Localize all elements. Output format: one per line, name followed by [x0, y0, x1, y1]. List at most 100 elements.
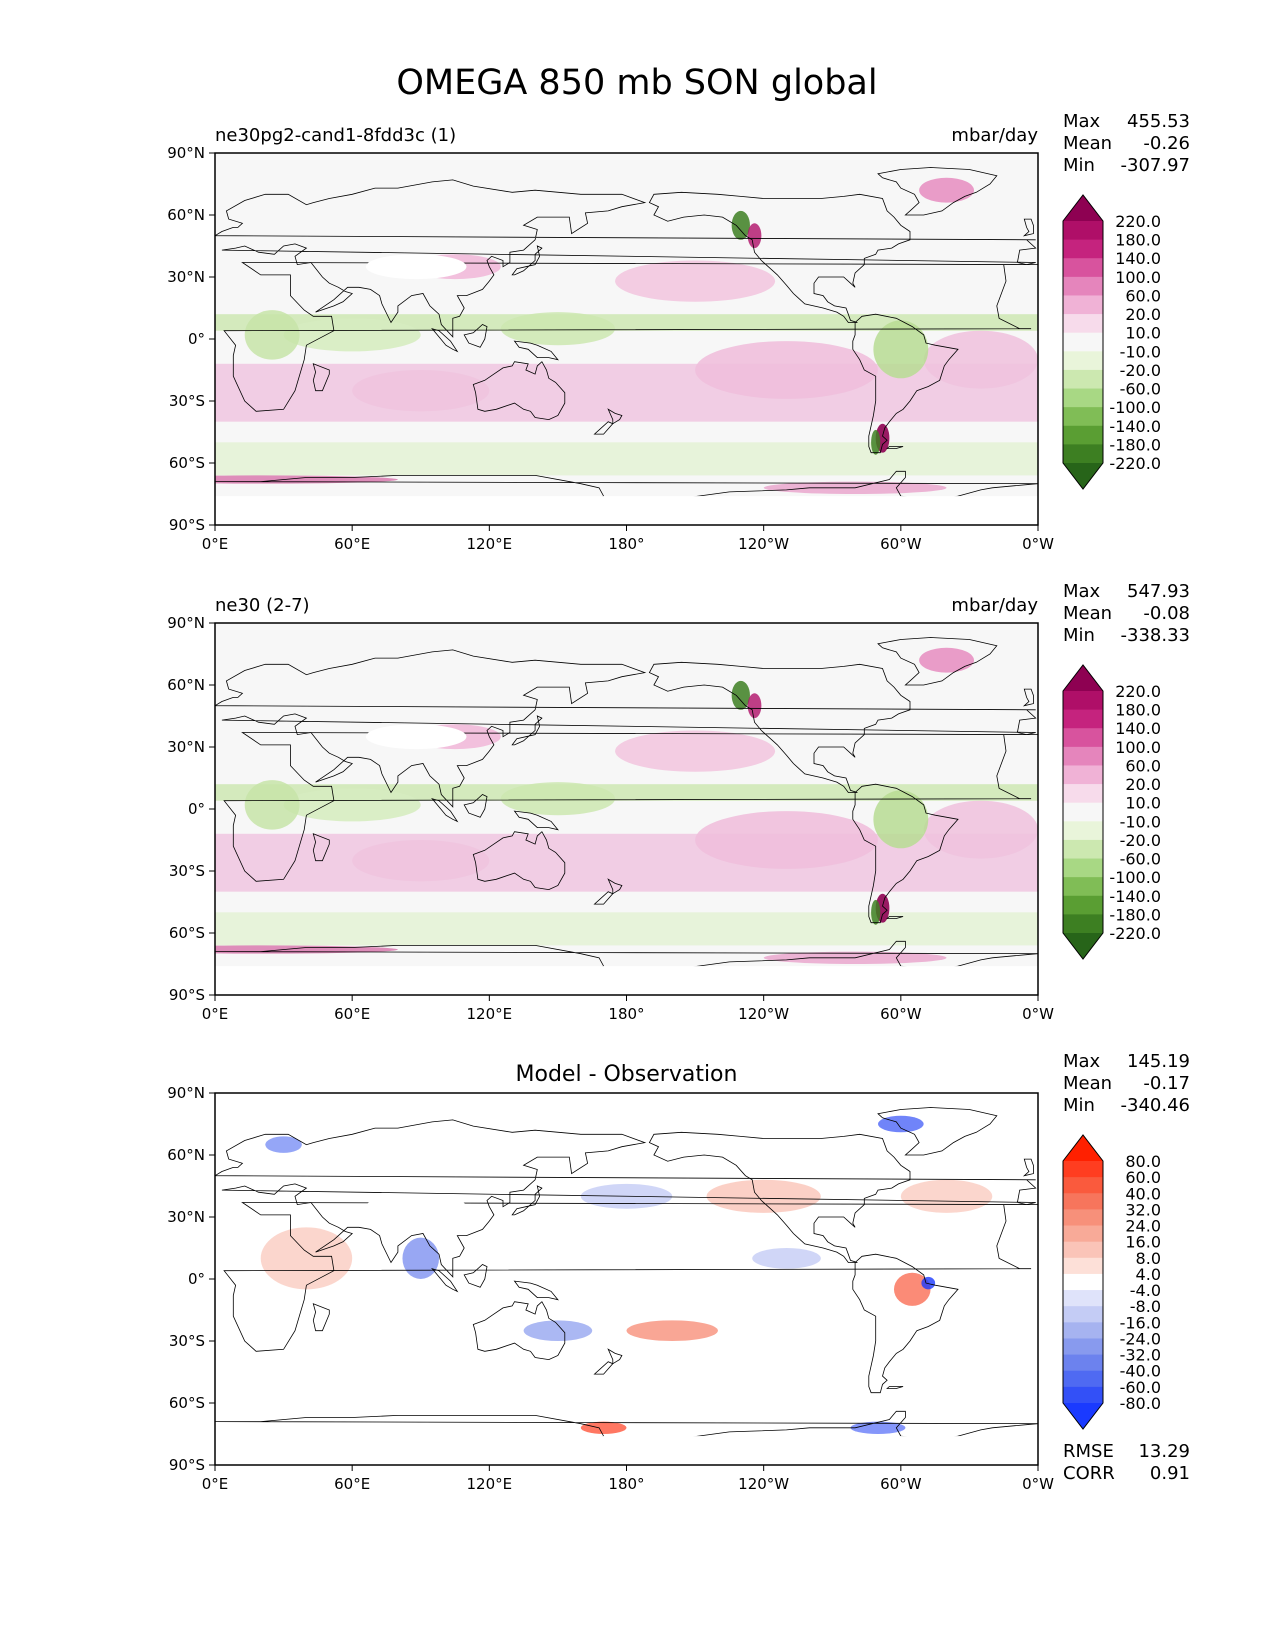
antarctic-edge-east — [215, 945, 398, 954]
colorbar-segment — [1063, 709, 1103, 729]
y-tick-label: 30°S — [169, 1332, 205, 1350]
panel-title-left: ne30pg2-cand1-8fdd3c (1) — [215, 125, 456, 146]
coastline — [215, 649, 1037, 808]
colorbar-segment — [1063, 784, 1103, 804]
colorbar-tick-label: -60.0 — [1120, 1378, 1161, 1397]
colorbar-extend-max — [1063, 665, 1103, 691]
colorbar-segment — [1063, 895, 1103, 915]
colorbar-tick-label: 140.0 — [1115, 719, 1161, 738]
colorbar-segment — [1063, 728, 1103, 748]
coastlines — [215, 167, 1038, 501]
y-tick-label: 60°S — [169, 454, 205, 472]
colorbar-segment — [1063, 1370, 1103, 1388]
field-shading — [215, 647, 1038, 964]
south-pacific-high — [695, 811, 878, 869]
colorbar-segment — [1063, 1209, 1103, 1227]
x-tick-label: 0°W — [1022, 535, 1054, 553]
coastline — [431, 327, 459, 353]
diff-ross-positive — [580, 1421, 627, 1435]
colorbar-tick-label: -8.0 — [1130, 1297, 1161, 1316]
colorbar-tick-label: 10.0 — [1125, 324, 1161, 343]
colorbar-tick-label: 8.0 — [1136, 1249, 1161, 1268]
storm-track-band — [215, 442, 1038, 476]
colorbar-tick-label: -180.0 — [1109, 435, 1161, 454]
stat-value: -307.97 — [1121, 155, 1190, 176]
diff-brazil-negative — [921, 1276, 936, 1290]
coastline — [511, 245, 543, 276]
y-tick-label: 30°N — [167, 1208, 205, 1226]
field-shading — [260, 1115, 993, 1435]
colorbar-tick-label: 4.0 — [1136, 1265, 1161, 1284]
field-shading — [215, 177, 1038, 494]
x-tick-label: 60°E — [334, 535, 370, 553]
colorbar-tick-label: 100.0 — [1115, 738, 1161, 757]
colorbar-tick-label: -24.0 — [1120, 1329, 1161, 1348]
y-tick-label: 90°S — [169, 1456, 205, 1474]
colorbar-segment — [1063, 332, 1103, 352]
coastline — [852, 313, 959, 454]
y-tick-label: 30°S — [169, 862, 205, 880]
colorbar-segment — [1063, 276, 1103, 296]
stat-label: Max — [1063, 581, 1101, 602]
colorbar-segment — [1063, 1338, 1103, 1356]
colorbar-segment — [1063, 914, 1103, 934]
coastline — [431, 797, 459, 823]
antarctic-edge-east — [215, 475, 398, 484]
diff-antarctic-negative — [850, 1421, 906, 1435]
colorbar-segment — [1063, 1241, 1103, 1259]
colorbar-segment — [1063, 369, 1103, 390]
stat-value: 547.93 — [1127, 581, 1190, 602]
panel-units: mbar/day — [951, 125, 1038, 146]
colorbar: 220.0180.0140.0100.060.020.010.0-10.0-20… — [1062, 194, 1161, 490]
colorbar-tick-label: 140.0 — [1115, 249, 1161, 268]
coastline — [463, 324, 488, 348]
amazon-rise — [873, 790, 929, 849]
coastline — [223, 262, 1038, 412]
colorbar-segment — [1063, 765, 1103, 785]
north-pacific-high — [615, 260, 776, 302]
colorbar-tick-label: 80.0 — [1125, 1152, 1161, 1171]
coastline — [472, 1301, 566, 1361]
colorbar-segment — [1063, 1177, 1103, 1194]
x-tick-label: 120°W — [738, 535, 789, 553]
masked-regions — [215, 724, 1038, 995]
colorbar-tick-label: -180.0 — [1109, 905, 1161, 924]
x-tick-label: 60°W — [880, 1005, 922, 1023]
y-tick-label: 90°S — [169, 516, 205, 534]
colorbar-tick-label: 180.0 — [1115, 701, 1161, 720]
colorbar-segment — [1063, 1386, 1103, 1404]
tibet-mask — [365, 254, 467, 280]
colorbar-tick-label: -40.0 — [1120, 1362, 1161, 1381]
colorbar-tick-label: 220.0 — [1115, 682, 1161, 701]
colorbar-tick-label: -10.0 — [1120, 342, 1161, 361]
x-tick-label: 120°E — [467, 1005, 513, 1023]
south-atlantic-high — [923, 800, 1038, 859]
colorbar-extend-min — [1063, 463, 1103, 489]
africa-rise — [244, 310, 300, 360]
coastline — [1022, 1158, 1034, 1177]
colorbar: 220.0180.0140.0100.060.020.010.0-10.0-20… — [1062, 664, 1161, 960]
x-tick-label: 0°E — [202, 535, 229, 553]
colorbar-tick-label: -220.0 — [1109, 924, 1161, 943]
colorbar-segment — [1063, 877, 1103, 897]
diff-africa-positive — [260, 1227, 353, 1290]
rockies-rise — [731, 210, 750, 240]
colorbar-segment — [1063, 1161, 1103, 1178]
y-tick-label: 90°N — [167, 144, 205, 162]
coastline — [1022, 688, 1034, 707]
greenland-descent — [919, 177, 974, 203]
coastline — [223, 732, 1038, 882]
storm-track-band — [215, 912, 1038, 946]
colorbar-tick-label: -4.0 — [1130, 1281, 1161, 1300]
coastline — [312, 833, 330, 862]
north-pacific-high — [615, 730, 776, 772]
x-tick-label: 0°E — [202, 1005, 229, 1023]
greenland-descent — [919, 647, 974, 673]
x-tick-label: 60°W — [880, 535, 922, 553]
colorbar-segment — [1063, 1257, 1103, 1275]
coastline — [513, 340, 559, 361]
stat-label: Min — [1063, 1095, 1095, 1116]
coastline — [513, 810, 559, 831]
coastline — [607, 878, 623, 895]
y-tick-label: 0° — [188, 330, 205, 348]
